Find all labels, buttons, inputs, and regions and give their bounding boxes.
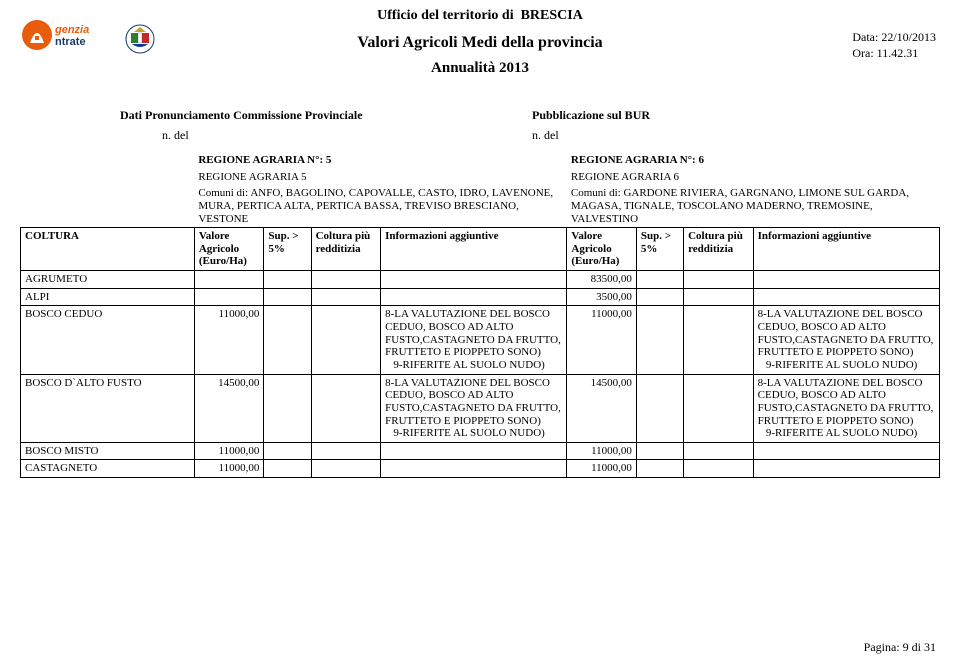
n-del-right: n. del	[532, 128, 559, 143]
page-number: 9 di 31	[903, 640, 936, 654]
row-rinfo: 8-LA VALUTAZIONE DEL BOSCO CEDUO, BOSCO …	[753, 306, 939, 374]
row-rval: 3500,00	[567, 288, 637, 306]
col-header-3: Informazioni aggiuntive	[381, 228, 567, 271]
row-linfo: 8-LA VALUTAZIONE DEL BOSCO CEDUO, BOSCO …	[381, 306, 567, 374]
time-value: 11.42.31	[877, 46, 919, 60]
time-label: Ora:	[852, 46, 873, 60]
row-rval: 11000,00	[567, 442, 637, 460]
row-linfo	[381, 271, 567, 289]
region-right-comuni: Comuni di: GARDONE RIVIERA, GARGNANO, LI…	[567, 185, 940, 227]
row-label: BOSCO MISTO	[21, 442, 195, 460]
row-lsup	[264, 374, 311, 442]
row-label: BOSCO D`ALTO FUSTO	[21, 374, 195, 442]
row-linfo: 8-LA VALUTAZIONE DEL BOSCO CEDUO, BOSCO …	[381, 374, 567, 442]
row-rinfo	[753, 442, 939, 460]
row-lval: 11000,00	[194, 460, 264, 478]
row-lred	[311, 460, 381, 478]
row-rval: 11000,00	[567, 460, 637, 478]
row-rsup	[636, 288, 683, 306]
main-table: REGIONE AGRARIA N°: 5REGIONE AGRARIA N°:…	[20, 152, 940, 478]
table-row: AGRUMETO 83500,00	[21, 271, 940, 289]
department-city: BRESCIA	[521, 8, 583, 23]
col-coltura: COLTURA	[21, 228, 195, 271]
table-row: CASTAGNETO11000,0011000,00	[21, 460, 940, 478]
row-lsup	[264, 288, 311, 306]
region-right-code: REGIONE AGRARIA N°: 6	[567, 152, 940, 169]
row-lsup	[264, 306, 311, 374]
publication-label: Pubblicazione sul BUR	[532, 108, 650, 123]
row-rval: 83500,00	[567, 271, 637, 289]
table-row: BOSCO CEDUO11000,008-LA VALUTAZIONE DEL …	[21, 306, 940, 374]
row-rinfo: 8-LA VALUTAZIONE DEL BOSCO CEDUO, BOSCO …	[753, 374, 939, 442]
row-lval	[194, 271, 264, 289]
row-lred	[311, 442, 381, 460]
row-label: AGRUMETO	[21, 271, 195, 289]
row-lred	[311, 306, 381, 374]
region-left-comuni: Comuni di: ANFO, BAGOLINO, CAPOVALLE, CA…	[194, 185, 567, 227]
row-linfo	[381, 288, 567, 306]
col-header-0: Valore Agricolo (Euro/Ha)	[194, 228, 264, 271]
row-rsup	[636, 306, 683, 374]
row-rred	[684, 374, 754, 442]
row-linfo	[381, 442, 567, 460]
col-header-7: Informazioni aggiuntive	[753, 228, 939, 271]
row-rsup	[636, 442, 683, 460]
row-label: CASTAGNETO	[21, 460, 195, 478]
department-line: Ufficio del territorio di BRESCIA	[0, 8, 960, 24]
page-title: Valori Agricoli Medi della provincia	[0, 34, 960, 52]
row-rsup	[636, 460, 683, 478]
row-lval: 11000,00	[194, 442, 264, 460]
department-prefix: Ufficio del territorio di	[377, 8, 513, 23]
row-lred	[311, 288, 381, 306]
row-rred	[684, 442, 754, 460]
commission-label: Dati Pronunciamento Commissione Provinci…	[120, 108, 363, 123]
n-del-left: n. del	[162, 128, 189, 143]
row-rred	[684, 460, 754, 478]
col-header-2: Coltura più redditizia	[311, 228, 381, 271]
table-row: ALPI 3500,00	[21, 288, 940, 306]
row-linfo	[381, 460, 567, 478]
page-label: Pagina:	[864, 640, 900, 654]
page-footer: Pagina: 9 di 31	[864, 640, 936, 655]
col-header-4: Valore Agricolo (Euro/Ha)	[567, 228, 637, 271]
row-rred	[684, 271, 754, 289]
date-value: 22/10/2013	[881, 30, 936, 44]
row-rval: 11000,00	[567, 306, 637, 374]
row-lsup	[264, 460, 311, 478]
row-lval	[194, 288, 264, 306]
row-rinfo	[753, 460, 939, 478]
row-rsup	[636, 271, 683, 289]
col-header-5: Sup. > 5%	[636, 228, 683, 271]
timestamp-block: Data: 22/10/2013 Ora: 11.42.31	[852, 30, 936, 61]
row-lval: 14500,00	[194, 374, 264, 442]
region-left-code: REGIONE AGRARIA N°: 5	[194, 152, 567, 169]
col-header-1: Sup. > 5%	[264, 228, 311, 271]
date-label: Data:	[852, 30, 878, 44]
row-lred	[311, 271, 381, 289]
row-label: ALPI	[21, 288, 195, 306]
row-rval: 14500,00	[567, 374, 637, 442]
year-label: Annualità 2013	[0, 60, 960, 77]
row-rsup	[636, 374, 683, 442]
row-rinfo	[753, 271, 939, 289]
col-header-6: Coltura più redditizia	[684, 228, 754, 271]
table-row: BOSCO D`ALTO FUSTO14500,008-LA VALUTAZIO…	[21, 374, 940, 442]
table-row: BOSCO MISTO11000,0011000,00	[21, 442, 940, 460]
row-rred	[684, 306, 754, 374]
region-left-name: REGIONE AGRARIA 5	[194, 169, 567, 186]
row-rinfo	[753, 288, 939, 306]
row-lsup	[264, 442, 311, 460]
region-right-name: REGIONE AGRARIA 6	[567, 169, 940, 186]
row-lsup	[264, 271, 311, 289]
row-lval: 11000,00	[194, 306, 264, 374]
row-label: BOSCO CEDUO	[21, 306, 195, 374]
row-rred	[684, 288, 754, 306]
row-lred	[311, 374, 381, 442]
